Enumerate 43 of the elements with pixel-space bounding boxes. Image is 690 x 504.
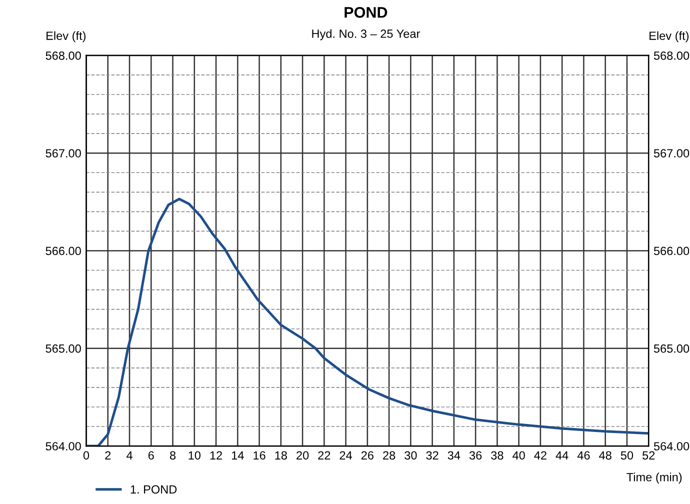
x-tick-label: 10 bbox=[188, 451, 200, 460]
y2-tick-label: 564.00 bbox=[654, 442, 690, 450]
chart-subtitle: Hyd. No. 3 – 25 Year bbox=[312, 29, 420, 40]
y2-axis-title: Elev (ft) bbox=[650, 31, 689, 42]
y-tick-label: 568.00 bbox=[46, 51, 81, 60]
y2-tick-label: 568.00 bbox=[654, 51, 690, 60]
x-tick-label: 2 bbox=[105, 451, 111, 460]
x-tick-label: 34 bbox=[448, 451, 460, 460]
x-tick-label: 22 bbox=[318, 451, 330, 460]
x-tick-label: 52 bbox=[642, 451, 655, 460]
x-tick-label: 50 bbox=[620, 451, 634, 460]
x-tick-label: 16 bbox=[254, 451, 266, 460]
x-tick-label: 8 bbox=[170, 451, 176, 460]
x-tick-label: 28 bbox=[383, 451, 396, 460]
y2-tick-label: 566.00 bbox=[654, 246, 690, 256]
y2-tick-label: 567.00 bbox=[654, 149, 690, 158]
legend-label: 1. POND bbox=[130, 485, 177, 494]
chart-title: POND bbox=[344, 6, 388, 18]
x-tick-label: 42 bbox=[534, 451, 546, 460]
y2-tick-label: 565.00 bbox=[654, 344, 690, 353]
y-axis-title: Elev (ft) bbox=[46, 31, 86, 42]
y-tick-label: 567.00 bbox=[46, 149, 81, 158]
x-tick-label: 6 bbox=[148, 451, 154, 460]
x-tick-label: 32 bbox=[426, 451, 438, 460]
x-tick-label: 12 bbox=[210, 451, 222, 460]
x-tick-label: 24 bbox=[340, 451, 352, 460]
x-tick-label: 20 bbox=[296, 451, 309, 460]
x-axis-title: Time (min) bbox=[626, 472, 682, 484]
x-tick-label: 26 bbox=[361, 451, 374, 460]
x-tick-label: 14 bbox=[232, 451, 244, 460]
y-tick-label: 566.00 bbox=[46, 246, 81, 256]
x-tick-label: 4 bbox=[126, 451, 132, 460]
x-tick-label: 18 bbox=[275, 451, 287, 460]
x-tick-label: 46 bbox=[577, 451, 590, 460]
x-tick-label: 40 bbox=[512, 451, 525, 460]
x-tick-label: 48 bbox=[599, 451, 612, 460]
y-tick-label: 564.00 bbox=[46, 442, 81, 450]
x-tick-label: 30 bbox=[404, 451, 417, 460]
x-tick-label: 36 bbox=[469, 451, 482, 460]
y-tick-label: 565.00 bbox=[46, 344, 81, 353]
x-tick-label: 0 bbox=[83, 451, 90, 460]
x-tick-label: 38 bbox=[491, 451, 504, 460]
x-tick-label: 44 bbox=[556, 451, 568, 460]
